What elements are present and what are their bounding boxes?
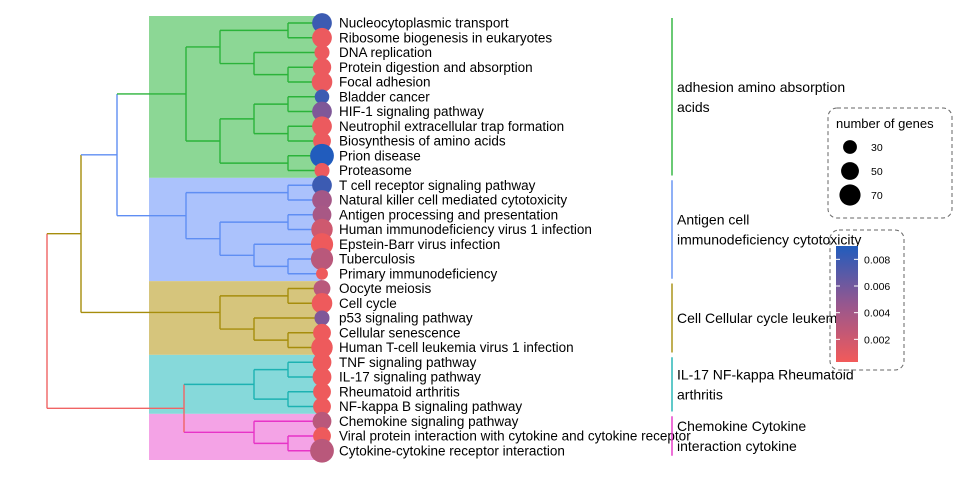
leaf-point	[314, 162, 330, 179]
cluster-label: arthritis	[677, 386, 723, 402]
leaf-label: IL-17 signaling pathway	[339, 370, 481, 385]
leaf-point	[311, 292, 333, 314]
leaf-label: NF-kappa B signaling pathway	[339, 399, 522, 414]
cluster-label: acids	[677, 99, 710, 115]
cluster-label: Antigen cell	[677, 212, 749, 228]
leaf-label: Epstein-Barr virus infection	[339, 237, 500, 252]
leaf-point	[316, 267, 328, 280]
leaf-point	[312, 190, 332, 210]
leaf-label: Human immunodeficiency virus 1 infection	[339, 222, 592, 237]
leaf-point	[312, 13, 332, 33]
leaf-point	[312, 367, 332, 387]
leaf-point	[312, 175, 332, 196]
leaf-point	[311, 71, 333, 93]
size-legend-label: 30	[871, 142, 883, 154]
leaf-point	[310, 247, 334, 271]
size-legend-key	[841, 162, 859, 180]
color-legend-label: 0.004	[864, 308, 890, 320]
leaf-label: Neutrophil extracellular trap formation	[339, 119, 564, 134]
color-bar	[836, 246, 858, 362]
size-legend-label: 70	[871, 190, 883, 202]
leaf-label: Natural killer cell mediated cytotoxicit…	[339, 193, 567, 208]
leaf-label: Chemokine signaling pathway	[339, 414, 519, 429]
leaf-point	[312, 352, 332, 372]
color-legend-frame	[829, 229, 905, 371]
leaf-label: Viral protein interaction with cytokine …	[339, 429, 691, 444]
size-legend-key	[843, 140, 857, 154]
leaf-label: Primary immunodeficiency	[339, 266, 498, 281]
color-legend-label: 0.002	[864, 334, 890, 346]
leaf-label: Ribosome biogenesis in eukaryotes	[339, 30, 552, 45]
size-legend-title: number of genes	[836, 116, 934, 131]
leaf-label: Oocyte meiosis	[339, 281, 432, 296]
leaf-label: Proteasome	[339, 163, 412, 178]
leaf-point	[314, 89, 330, 105]
leaf-point	[314, 310, 330, 326]
leaf-point	[313, 280, 331, 297]
leaf-label: Human T-cell leukemia virus 1 infection	[339, 340, 574, 355]
color-legend-label: 0.006	[864, 281, 890, 293]
leaf-label: Cellular senescence	[339, 325, 461, 340]
leaf-label: Cytokine-cytokine receptor interaction	[339, 443, 565, 458]
leaf-label: Nucleocytoplasmic transport	[339, 16, 509, 31]
leaf-label: Antigen processing and presentation	[339, 207, 558, 222]
leaf-label: Biosynthesis of amino acids	[339, 134, 506, 149]
cluster-label: Cell Cellular cycle leukemia	[677, 310, 848, 326]
leaf-label: Bladder cancer	[339, 89, 430, 104]
leaf-label: Cell cycle	[339, 296, 397, 311]
leaf-label: T cell receptor signaling pathway	[339, 178, 536, 193]
leaf-point	[312, 58, 332, 77]
leaf-label: HIF-1 signaling pathway	[339, 104, 484, 119]
leaf-label: Rheumatoid arthritis	[339, 384, 460, 399]
leaf-label: Protein digestion and absorption	[339, 60, 533, 75]
size-legend-key	[839, 184, 861, 206]
color-legend-label: 0.008	[864, 254, 890, 266]
leaf-point	[312, 205, 332, 225]
cluster-label: Chemokine Cytokine	[677, 418, 806, 434]
leaf-point	[310, 438, 334, 463]
leaf-point	[314, 44, 330, 61]
leaf-label: p53 signaling pathway	[339, 311, 473, 326]
leaf-label: Prion disease	[339, 148, 421, 163]
leaf-point	[313, 323, 331, 342]
cluster-label: immunodeficiency cytotoxicity	[677, 232, 861, 248]
cluster-label: IL-17 NF-kappa Rheumatoid	[677, 366, 854, 382]
leaf-point	[312, 411, 332, 431]
leaf-points	[310, 13, 334, 463]
size-legend: number of genes 30 50 70	[827, 107, 953, 219]
leaf-point	[312, 27, 332, 48]
leaf-point	[313, 382, 331, 401]
leaf-point	[311, 336, 333, 359]
cluster-label: adhesion amino absorption	[677, 79, 845, 95]
leaf-label: Focal adhesion	[339, 75, 431, 90]
leaf-point	[312, 101, 332, 122]
cluster-label: interaction cytokine	[677, 438, 797, 454]
size-legend-frame	[827, 107, 953, 219]
leaf-label: TNF signaling pathway	[339, 355, 477, 370]
leaf-point	[310, 143, 334, 168]
size-legend-label: 50	[871, 166, 883, 178]
leaf-point	[312, 116, 332, 137]
color-legend: 0.002 0.004 0.006 0.008	[829, 229, 905, 371]
leaf-label: Tuberculosis	[339, 252, 415, 267]
cluster-labels: adhesion amino absorption acids Antigen ce…	[677, 79, 861, 454]
leaf-label: DNA replication	[339, 45, 432, 60]
leaf-point	[313, 397, 331, 416]
